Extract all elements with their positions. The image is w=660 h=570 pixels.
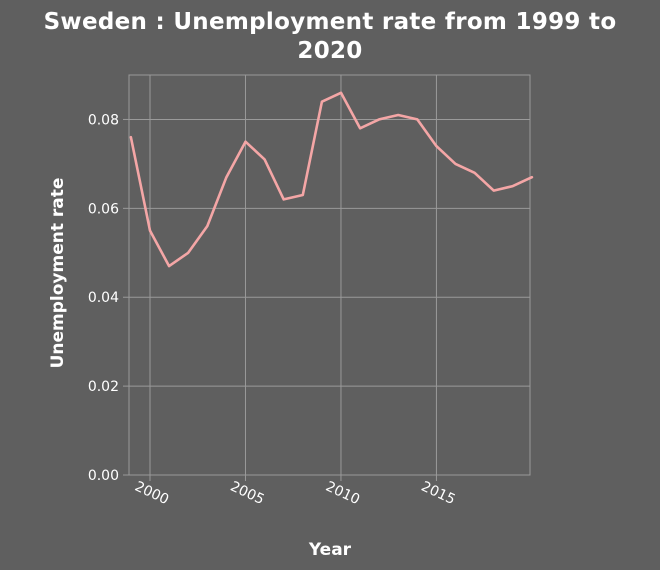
y-tick-label: 0.06 [88,201,119,217]
y-axis-ticks: 0.00 0.02 0.04 0.06 0.08 [88,112,129,484]
y-tick-label: 0.02 [88,379,119,395]
y-axis-label: Unemployment rate [48,178,68,369]
x-tick-label: 2005 [228,479,267,509]
series-group [129,91,534,268]
grid [128,74,531,476]
y-tick-label: 0.08 [88,112,119,128]
x-axis-ticks: 2000 2005 2010 2015 [132,475,458,509]
y-tick-label: 0.00 [88,468,119,484]
series-line [129,91,534,268]
x-tick-label: 2000 [132,479,171,509]
chart-title: Sweden : Unemployment rate from 1999 to … [0,8,660,66]
x-axis-label: Year [308,540,352,560]
x-tick-label: 2010 [323,479,362,509]
y-tick-label: 0.04 [88,290,119,306]
plot-area [128,74,531,476]
chart-title-line-1: Sweden : Unemployment rate from 1999 to [43,9,617,35]
x-tick-label: 2015 [419,479,458,509]
chart-title-line-2: 2020 [297,38,363,64]
